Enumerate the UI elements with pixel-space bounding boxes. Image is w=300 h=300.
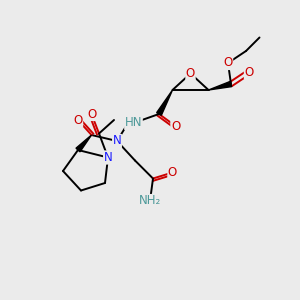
Polygon shape <box>76 135 92 152</box>
Text: O: O <box>244 65 253 79</box>
Text: NH₂: NH₂ <box>139 194 161 208</box>
Text: O: O <box>171 119 180 133</box>
Text: O: O <box>87 107 96 121</box>
Text: N: N <box>112 134 122 148</box>
Text: HN: HN <box>125 116 142 130</box>
Text: O: O <box>168 166 177 179</box>
Text: N: N <box>103 151 112 164</box>
Text: O: O <box>224 56 232 70</box>
Text: O: O <box>186 67 195 80</box>
Polygon shape <box>157 90 172 115</box>
Polygon shape <box>208 81 232 90</box>
Text: O: O <box>74 113 82 127</box>
